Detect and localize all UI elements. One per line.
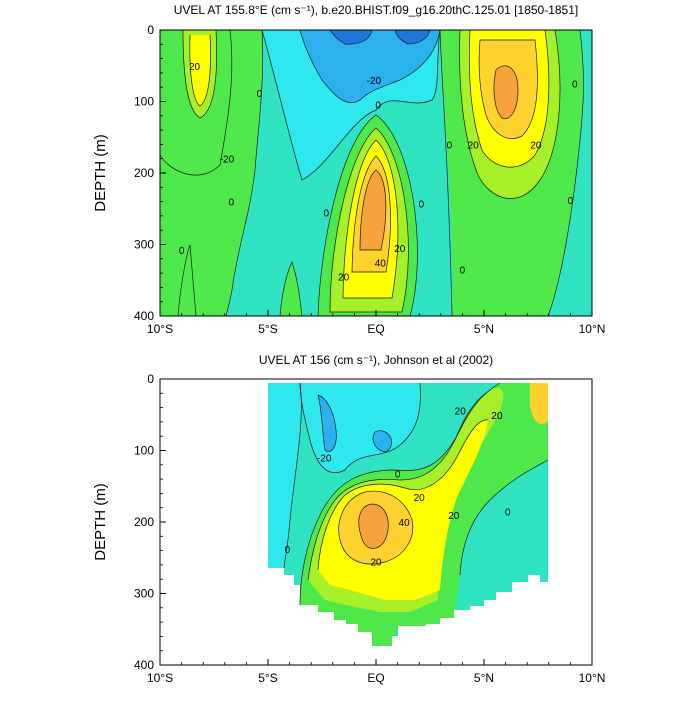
panel-top-model: UVEL AT 155.8°E (cm s⁻¹), b.e20.BHIST.f0… — [92, 3, 605, 336]
contour-label: 20 — [448, 511, 460, 522]
x-tick-label: 10°S — [147, 671, 173, 685]
contour-label: 0 — [228, 198, 234, 209]
x-tick-label: EQ — [367, 671, 384, 685]
panel-bottom-observed: UVEL AT 156 (cm s⁻¹), Johnson et al (200… — [92, 353, 605, 685]
contour-label: -20 — [317, 454, 332, 465]
panel-top-title: UVEL AT 155.8°E (cm s⁻¹), b.e20.BHIST.f0… — [174, 3, 578, 17]
contour-label: 0 — [568, 196, 574, 207]
y-tick-label: 300 — [134, 238, 154, 252]
contour-label: 0 — [460, 266, 466, 277]
y-tick-label: 200 — [134, 515, 154, 529]
panel-top-y-axis-label: DEPTH (m) — [92, 134, 109, 212]
contour-label: 0 — [447, 140, 453, 151]
y-tick-label: 300 — [134, 587, 154, 601]
y-tick-label: 0 — [147, 23, 154, 37]
contour-label: 0 — [324, 208, 330, 219]
x-tick-label: 5°N — [474, 671, 494, 685]
contour-label: 40 — [375, 258, 387, 269]
y-tick-label: 200 — [134, 166, 154, 180]
contour-label: 0 — [257, 89, 263, 100]
x-tick-label: 10°N — [579, 322, 606, 336]
y-tick-label: 100 — [134, 95, 154, 109]
contour-label: 0 — [375, 100, 381, 111]
contour-label: 0 — [285, 545, 291, 556]
x-tick-label: 5°S — [258, 322, 277, 336]
contour-label: 20 — [455, 406, 467, 417]
panel-bottom-title: UVEL AT 156 (cm s⁻¹), Johnson et al (200… — [259, 353, 493, 367]
panel-top-contour-field — [160, 30, 592, 316]
contour-label: 20 — [370, 557, 382, 568]
contour-label: 20 — [394, 244, 406, 255]
contour-label: 0 — [505, 507, 511, 518]
x-tick-label: EQ — [367, 322, 384, 336]
contour-label: 0 — [179, 246, 185, 257]
contour-label: 20 — [530, 140, 542, 151]
contour-label: 20 — [468, 140, 480, 151]
contour-label: -20 — [367, 76, 382, 87]
x-tick-label: 5°N — [474, 322, 494, 336]
contour-label: -20 — [220, 155, 235, 166]
x-tick-label: 5°S — [258, 671, 277, 685]
contour-label: 40 — [399, 518, 411, 529]
x-tick-label: 10°N — [579, 671, 606, 685]
contour-label: 20 — [414, 493, 426, 504]
contour-label: 20 — [491, 411, 503, 422]
contour-label: 0 — [572, 80, 578, 91]
y-tick-label: 400 — [134, 658, 154, 672]
x-tick-label: 10°S — [147, 322, 173, 336]
contour-label: 0 — [395, 469, 401, 480]
contour-label: 0 — [419, 200, 425, 211]
y-tick-label: 100 — [134, 444, 154, 458]
contour-label: 20 — [189, 62, 201, 73]
panel-bottom-y-axis-label: DEPTH (m) — [92, 483, 109, 561]
y-tick-label: 400 — [134, 309, 154, 323]
panel-bottom-contour-field — [160, 379, 592, 665]
contour-label: 20 — [338, 273, 350, 284]
y-tick-label: 0 — [147, 372, 154, 386]
